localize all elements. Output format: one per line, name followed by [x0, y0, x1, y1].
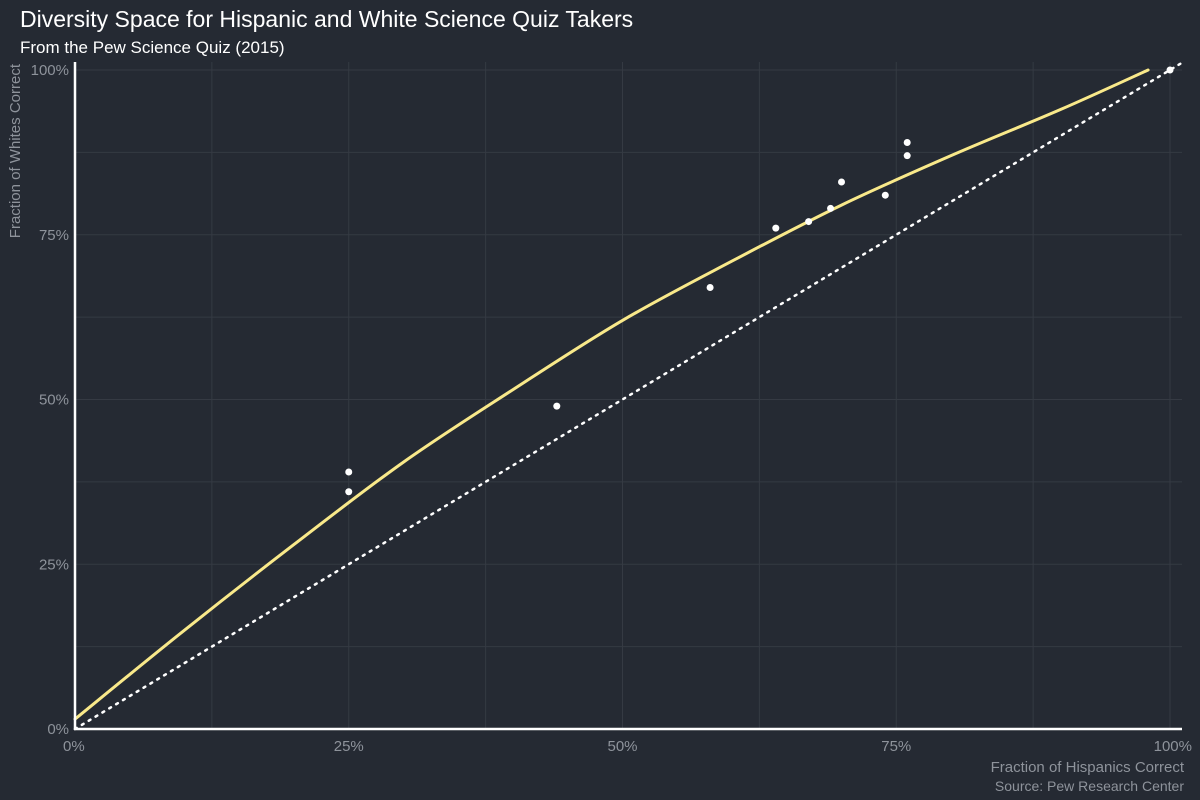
data-point — [881, 191, 889, 199]
fitted-curve-layer — [73, 68, 1150, 721]
x-axis-title: Fraction of Hispanics Correct — [991, 759, 1185, 776]
y-tick-label: 75% — [39, 227, 69, 244]
data-point — [345, 488, 353, 496]
y-tick-label: 50% — [39, 392, 69, 409]
axes — [73, 62, 1182, 731]
data-point — [827, 204, 835, 212]
y-tick-labels: 0% 25% 50% 75% 100% — [31, 62, 69, 738]
x-tick-label: 75% — [881, 738, 911, 755]
data-point — [772, 224, 780, 232]
grid-lines — [74, 62, 1182, 730]
data-points — [345, 66, 1174, 496]
x-tick-label: 100% — [1154, 738, 1192, 755]
y-tick-label: 0% — [47, 721, 69, 738]
chart-subtitle: From the Pew Science Quiz (2015) — [20, 38, 285, 57]
reference-line — [73, 62, 1183, 731]
data-point — [903, 138, 911, 146]
x-tick-labels: 0% 25% 50% 75% 100% — [63, 738, 1192, 755]
fitted-curve — [73, 68, 1150, 721]
data-point — [903, 152, 911, 160]
reference-line-layer — [73, 62, 1183, 731]
x-tick-label: 50% — [607, 738, 637, 755]
chart-caption: Source: Pew Research Center — [995, 778, 1184, 794]
chart-title: Diversity Space for Hispanic and White S… — [20, 6, 633, 32]
y-tick-label: 25% — [39, 556, 69, 573]
data-point — [706, 283, 714, 291]
x-tick-label: 0% — [63, 738, 85, 755]
y-axis-title: Fraction of Whites Correct — [7, 63, 24, 238]
data-point — [553, 402, 561, 410]
data-point — [345, 468, 353, 476]
y-tick-label: 100% — [31, 62, 69, 79]
data-point — [1166, 66, 1174, 74]
x-tick-label: 25% — [334, 738, 364, 755]
data-point — [805, 218, 813, 226]
data-point — [838, 178, 845, 186]
